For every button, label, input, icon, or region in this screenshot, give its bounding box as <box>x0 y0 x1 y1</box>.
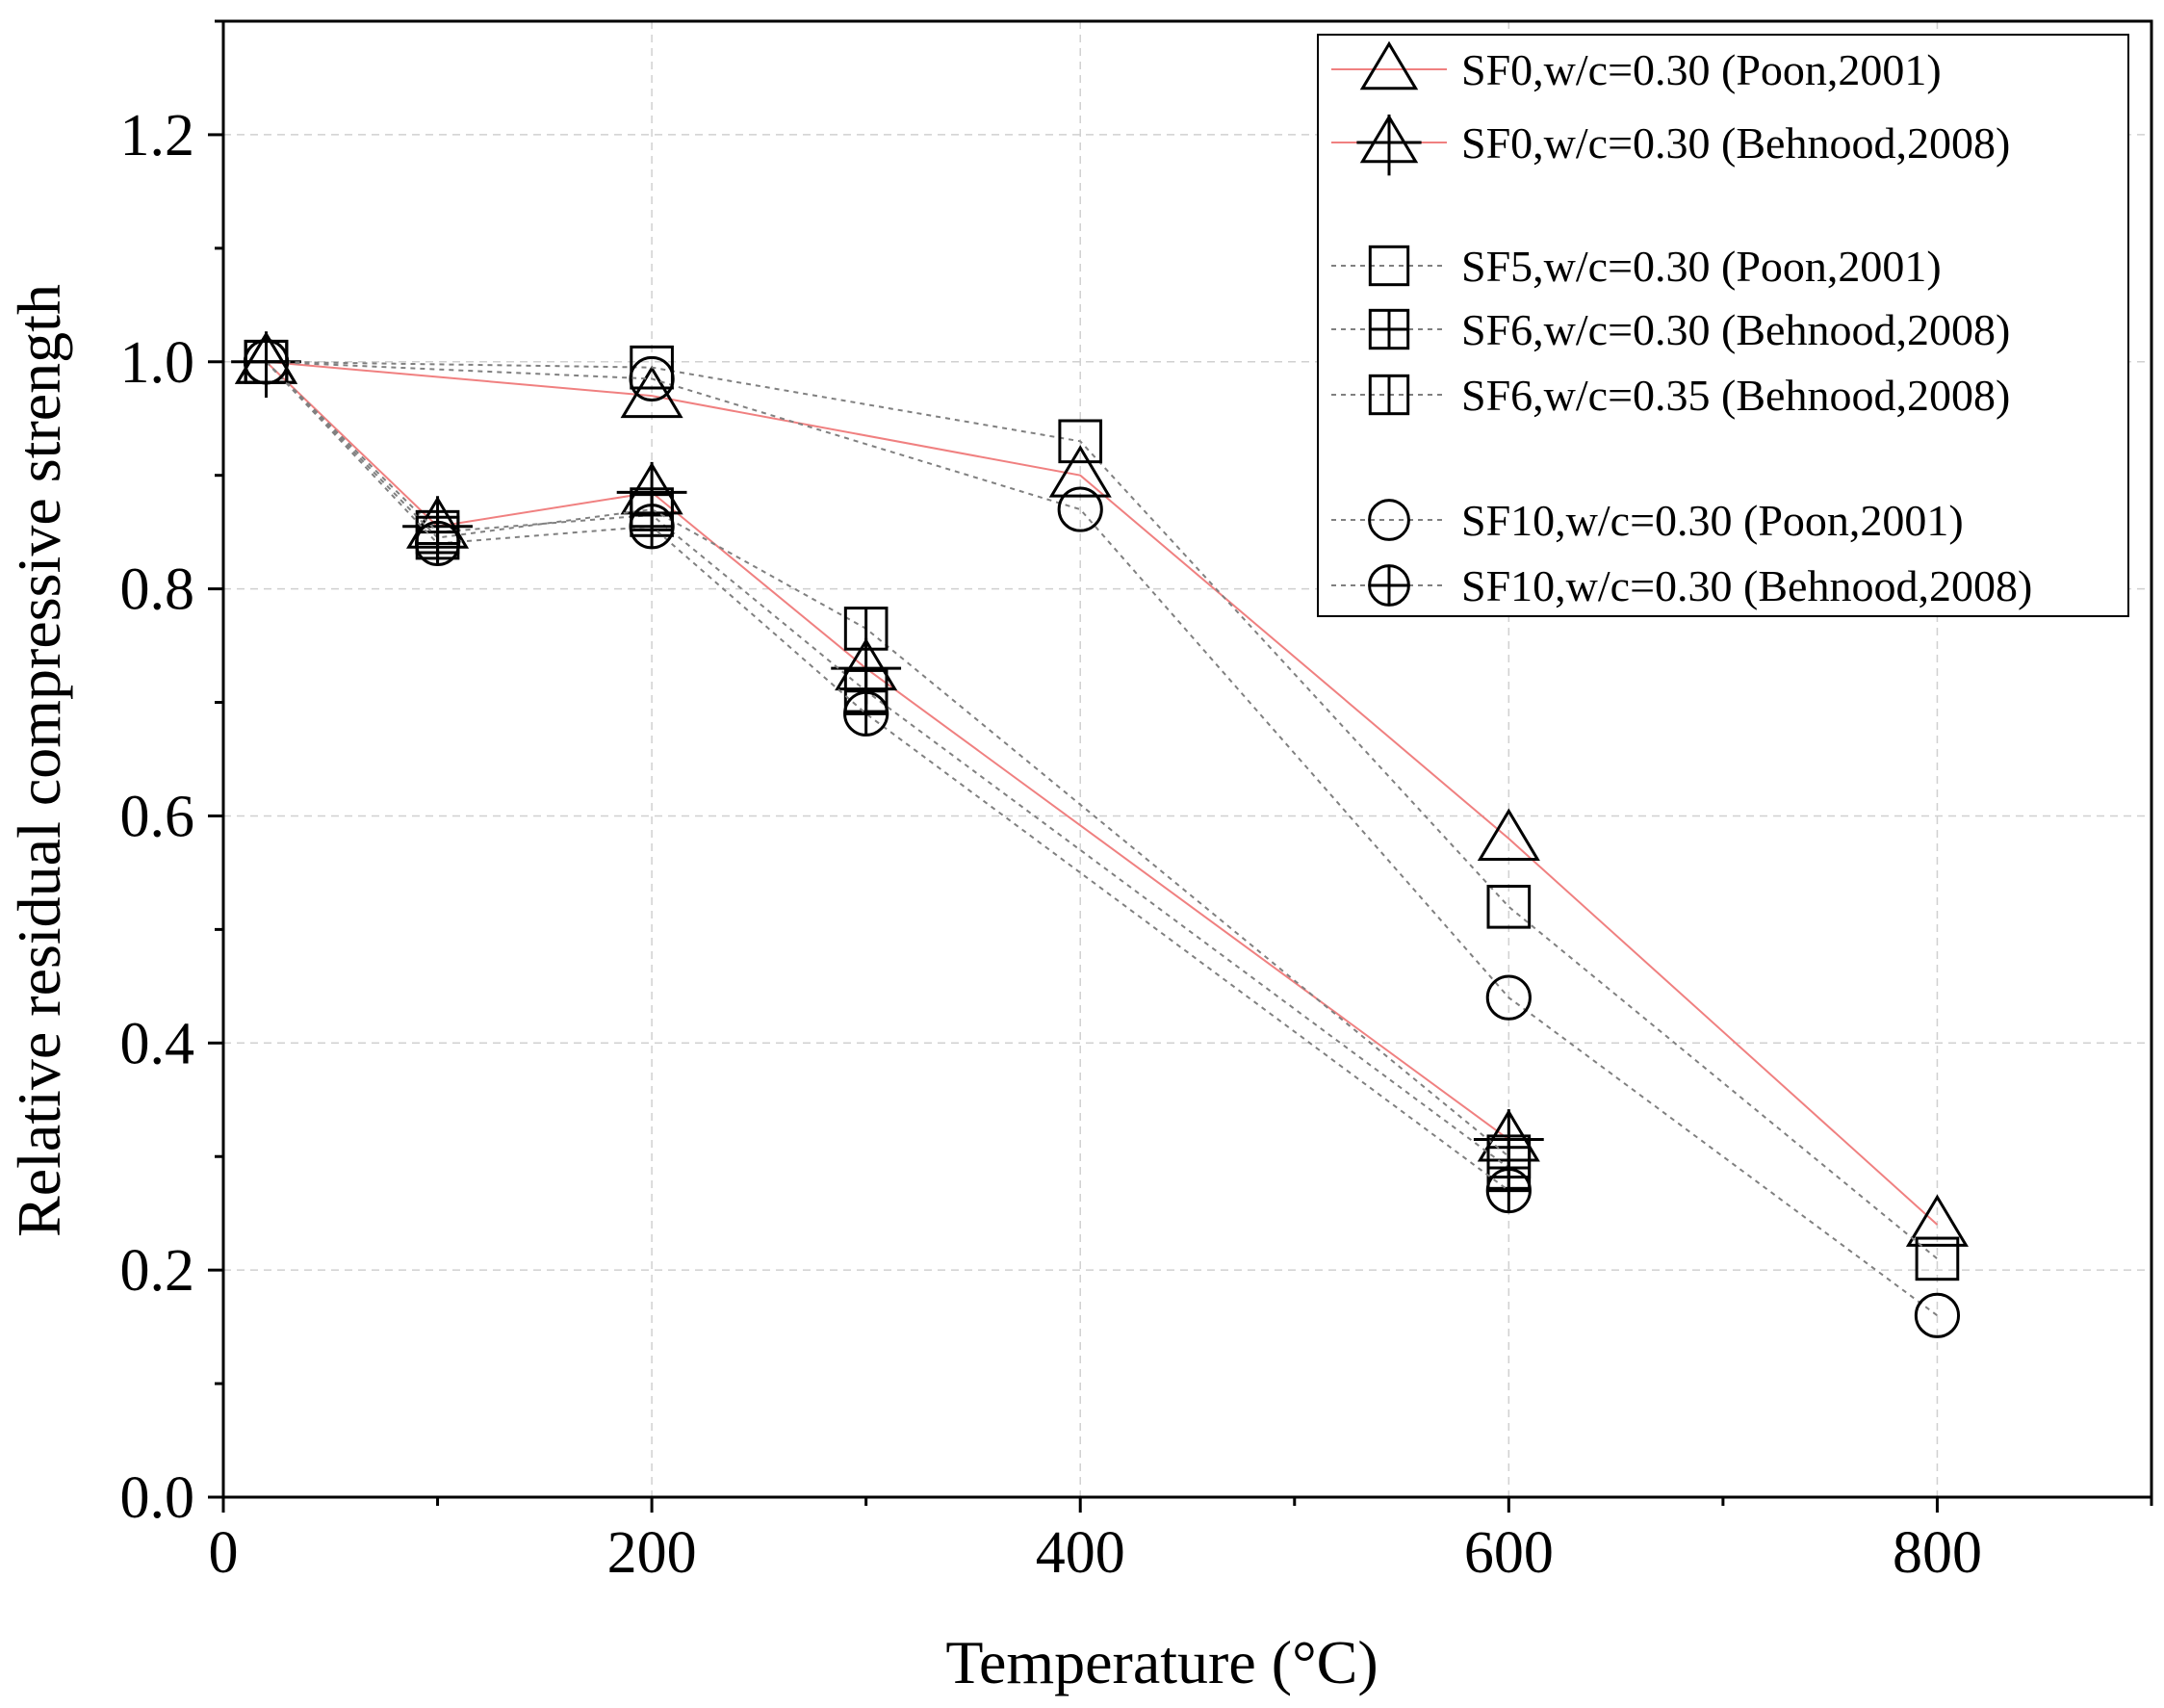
legend-marker <box>1368 564 1410 607</box>
series-group <box>231 331 1969 1338</box>
data-point <box>620 365 683 419</box>
marker-circle <box>629 355 675 402</box>
legend-label: SF6,w/c=0.30 (Behnood,2008) <box>1461 305 2010 354</box>
data-point <box>843 690 889 737</box>
marker-square <box>630 345 674 390</box>
legend-marker <box>1356 114 1422 176</box>
legend-label: SF5,w/c=0.30 (Poon,2001) <box>1461 242 1942 291</box>
data-point <box>1915 1236 1960 1281</box>
series-line <box>266 360 1939 1260</box>
legend-item-1: SF0,w/c=0.30 (Poon,2001) <box>1331 40 1942 94</box>
data-point <box>629 504 675 550</box>
plot-frame <box>221 19 2153 1499</box>
data-point <box>843 607 889 651</box>
data-point <box>414 520 461 567</box>
legend-item-2: SF0,w/c=0.30 (Behnood,2008) <box>1331 114 2010 176</box>
legend-item-5: SF6,w/c=0.35 (Behnood,2008) <box>1331 371 2010 420</box>
legend-label: SF6,w/c=0.35 (Behnood,2008) <box>1461 371 2010 420</box>
marker-square <box>1368 245 1410 287</box>
marker-square <box>1058 419 1103 464</box>
legend-marker <box>1368 308 1410 350</box>
y-tick-label: 0.0 <box>120 1465 195 1531</box>
legend-item-3: SF5,w/c=0.30 (Poon,2001) <box>1331 242 1942 291</box>
data-point <box>1486 884 1532 929</box>
y-tick-label: 0.2 <box>120 1238 195 1304</box>
legend-marker <box>1359 40 1419 91</box>
marker-square <box>1915 1236 1960 1281</box>
y-axis-title: Relative residual compressive strength <box>5 284 73 1237</box>
data-point <box>1485 1168 1532 1214</box>
data-point <box>243 339 290 385</box>
x-tick-label: 200 <box>607 1520 697 1586</box>
legend-label: SF10,w/c=0.30 (Poon,2001) <box>1461 496 1964 545</box>
y-tick-label: 0.6 <box>120 784 195 849</box>
marker-triangle <box>1048 445 1112 498</box>
y-tick-label: 0.4 <box>120 1011 195 1076</box>
series-line <box>265 361 1509 1158</box>
x-tick-label: 400 <box>1036 1520 1125 1586</box>
legend-label: SF10,w/c=0.30 (Behnood,2008) <box>1461 561 2032 610</box>
x-tick-label: 0 <box>209 1520 239 1586</box>
y-tick-label: 1.0 <box>120 330 195 396</box>
legend: SF0,w/c=0.30 (Poon,2001) SF0,w/c=0.30 (Be… <box>1317 34 2129 617</box>
data-point <box>1905 1194 1969 1247</box>
y-tick-label: 1.2 <box>120 103 195 168</box>
marker-triangle <box>1477 808 1540 861</box>
x-axis-title: Temperature (°C) <box>945 1628 1378 1696</box>
legend-item-6: SF10,w/c=0.30 (Poon,2001) <box>1331 496 1964 545</box>
x-tick-label: 800 <box>1893 1520 1982 1586</box>
data-point <box>630 345 674 390</box>
marker-circle <box>1914 1292 1961 1338</box>
data-point <box>1914 1292 1961 1338</box>
marker-circle <box>1057 486 1103 532</box>
data-point <box>629 355 675 402</box>
legend-marker <box>1368 499 1410 541</box>
data-point <box>1058 419 1103 464</box>
legend-label: SF0,w/c=0.30 (Poon,2001) <box>1461 45 1942 94</box>
legend-label: SF0,w/c=0.30 (Behnood,2008) <box>1461 118 2010 168</box>
data-point <box>1485 974 1532 1021</box>
marker-square <box>1486 884 1532 929</box>
legend-marker <box>1368 245 1410 287</box>
legend-box <box>1317 34 2129 617</box>
data-point <box>1057 486 1103 532</box>
legend-marker <box>1368 374 1410 416</box>
series-7 <box>243 339 1532 1214</box>
data-point <box>1477 808 1540 861</box>
marker-triangle <box>620 365 683 419</box>
y-tick-label: 0.8 <box>120 557 195 623</box>
marker-circle <box>1368 499 1410 541</box>
axes: 0 200 400 600 800 0.0 0.2 0.4 0.6 0.8 1.0 1.2 <box>120 19 2153 1586</box>
data-point <box>1048 445 1112 498</box>
marker-triangle <box>1359 40 1419 91</box>
marker-triangle <box>1905 1194 1969 1247</box>
series-line <box>266 360 1939 1226</box>
x-tick-label: 600 <box>1464 1520 1554 1586</box>
marker-circle <box>1485 974 1532 1021</box>
legend-item-4: SF6,w/c=0.30 (Behnood,2008) <box>1331 305 2010 354</box>
legend-item-7: SF10,w/c=0.30 (Behnood,2008) <box>1331 561 2032 610</box>
